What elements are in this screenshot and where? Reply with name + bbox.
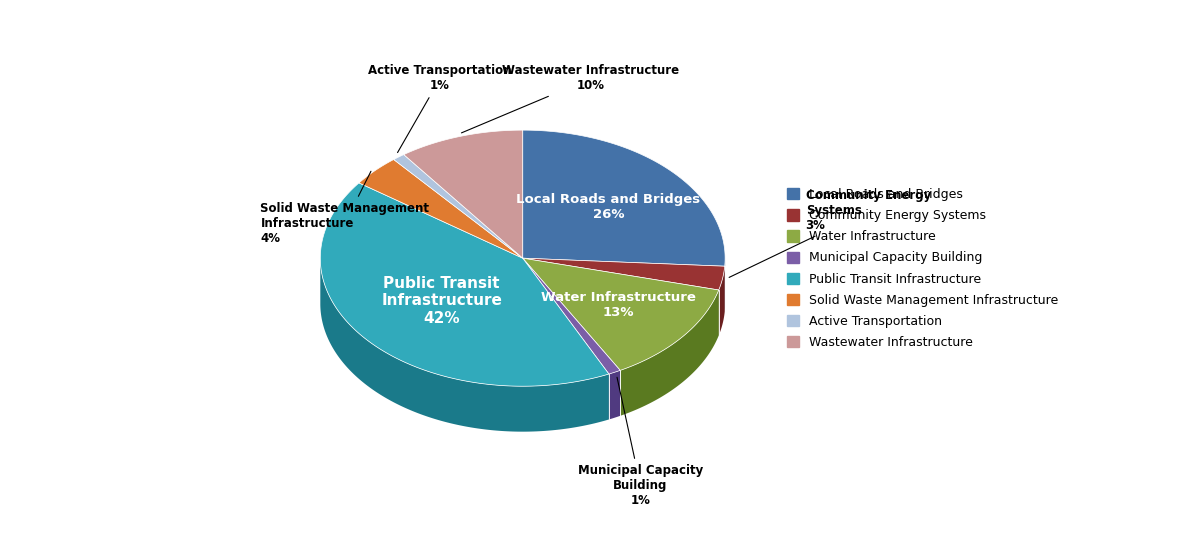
Text: Municipal Capacity
Building
1%: Municipal Capacity Building 1% bbox=[578, 378, 703, 507]
Polygon shape bbox=[522, 258, 725, 290]
Text: Public Transit
Infrastructure
42%: Public Transit Infrastructure 42% bbox=[381, 275, 502, 325]
Text: Community Energy
Systems
3%: Community Energy Systems 3% bbox=[729, 189, 931, 278]
Legend: Local Roads and Bridges, Community Energy Systems, Water Infrastructure, Municip: Local Roads and Bridges, Community Energ… bbox=[783, 184, 1063, 353]
Polygon shape bbox=[522, 130, 725, 266]
Polygon shape bbox=[394, 155, 522, 258]
Polygon shape bbox=[522, 258, 719, 371]
Text: Solid Waste Management
Infrastructure
4%: Solid Waste Management Infrastructure 4% bbox=[261, 171, 430, 244]
Text: Water Infrastructure
13%: Water Infrastructure 13% bbox=[541, 291, 696, 320]
Polygon shape bbox=[359, 159, 522, 258]
Text: Active Transportation
1%: Active Transportation 1% bbox=[369, 64, 512, 153]
Polygon shape bbox=[620, 290, 719, 416]
Polygon shape bbox=[320, 259, 609, 432]
Polygon shape bbox=[719, 266, 725, 336]
Polygon shape bbox=[403, 130, 522, 258]
Text: Wastewater Infrastructure
10%: Wastewater Infrastructure 10% bbox=[462, 64, 679, 133]
Polygon shape bbox=[522, 258, 620, 374]
Polygon shape bbox=[609, 371, 620, 419]
Polygon shape bbox=[320, 183, 609, 386]
Text: Local Roads and Bridges
26%: Local Roads and Bridges 26% bbox=[516, 193, 701, 221]
